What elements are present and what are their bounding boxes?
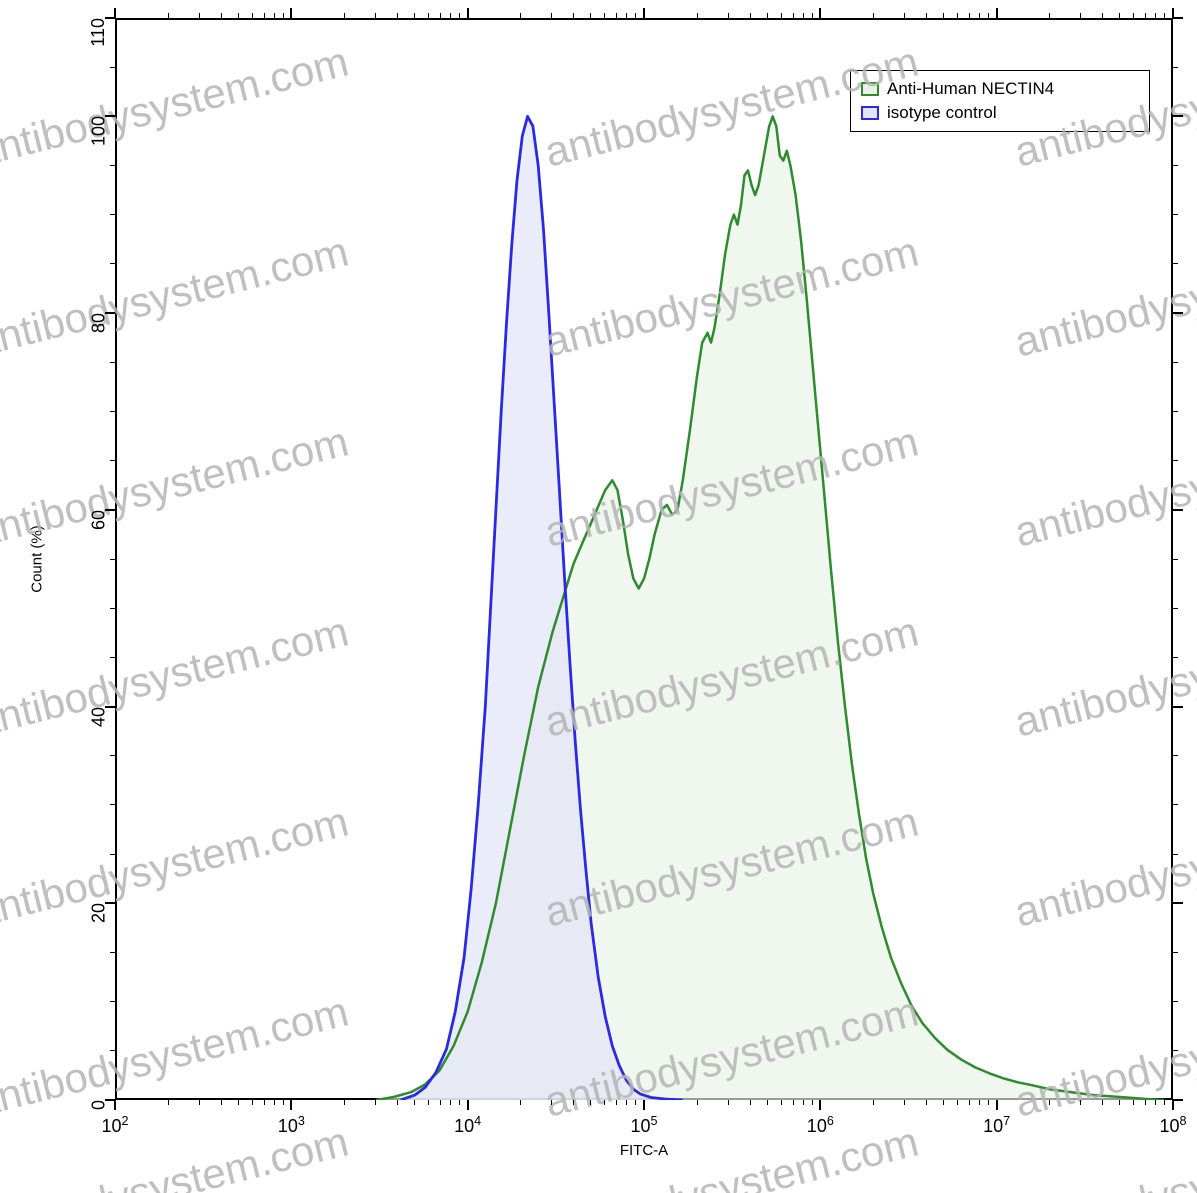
x-tick-label: 105: [630, 1114, 657, 1137]
x-tick-label: 108: [1159, 1114, 1186, 1137]
y-tick-label: 100: [89, 116, 110, 146]
histogram-svg: [0, 0, 1197, 1193]
y-tick-label: 60: [89, 510, 110, 530]
y-tick-label: 80: [89, 313, 110, 333]
legend-item: isotype control: [861, 101, 1139, 125]
legend-label: Anti-Human NECTIN4: [887, 77, 1054, 101]
legend-swatch: [861, 82, 879, 96]
legend: Anti-Human NECTIN4isotype control: [850, 70, 1150, 132]
y-tick-label: 20: [89, 903, 110, 923]
y-tick-label: 110: [89, 18, 110, 47]
y-tick-label: 0: [89, 1100, 110, 1110]
legend-item: Anti-Human NECTIN4: [861, 77, 1139, 101]
flow-cytometry-histogram: Count (%) FITC-A Anti-Human NECTIN4isoty…: [0, 0, 1197, 1193]
x-tick-label: 106: [807, 1114, 834, 1137]
x-tick-label: 107: [983, 1114, 1010, 1137]
y-tick-label: 40: [89, 707, 110, 727]
x-tick-label: 104: [454, 1114, 481, 1137]
x-axis-label: FITC-A: [620, 1142, 668, 1159]
legend-swatch: [861, 106, 879, 120]
y-axis-label: Count (%): [29, 525, 46, 593]
x-tick-label: 103: [278, 1114, 305, 1137]
x-tick-label: 102: [101, 1114, 128, 1137]
legend-label: isotype control: [887, 101, 997, 125]
